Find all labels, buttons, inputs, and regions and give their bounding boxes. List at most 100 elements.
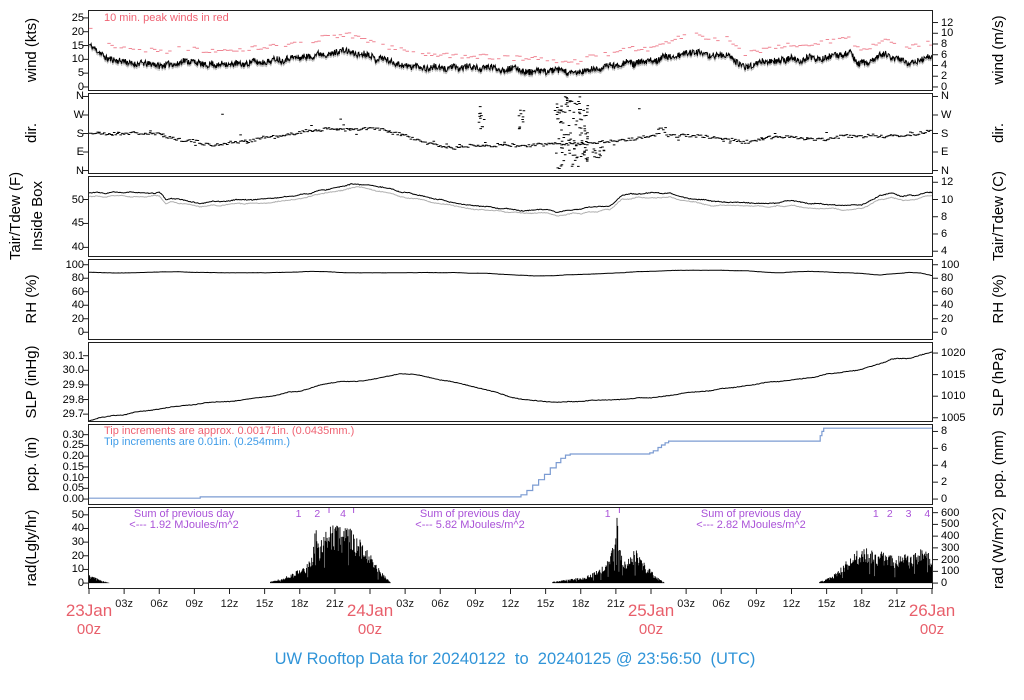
rad-event-marker: 1 [872,508,879,520]
hour-label: 06z [150,598,169,610]
radiation-right-axis-label: rad (W/m^2) [990,506,1007,590]
left-tick-label: 0.30 [62,428,84,441]
tair-line [89,183,932,213]
right-tick-label: 4 [941,459,948,472]
right-tick-label: 6 [941,442,948,455]
left-tick-label: 40 [71,299,84,312]
right-tick-label: 0 [941,326,948,339]
peak-wind-note: 10 min. peak winds in red [104,12,229,24]
left-tick-label: 29.7 [62,408,84,421]
right-tick-label: 1020 [941,347,966,360]
right-tick-label: 400 [941,530,960,543]
hour-label: 06z [712,598,731,610]
left-tick-label: 50 [71,508,84,521]
rad-event-marker: 1 [295,508,302,520]
left-tick-label: 20 [71,25,84,38]
left-tick-label: 60 [71,285,84,298]
right-tick-label: 300 [941,541,960,554]
right-tick-label: N [941,90,949,103]
right-tick-label: 12 [941,176,954,189]
rad-event-marker: 4 [340,508,346,520]
right-tick-label: 4 [941,245,948,258]
right-tick-label: 12 [941,16,954,29]
right-tick-label: 8 [941,38,948,50]
right-tick-label: 6 [941,227,948,240]
right-tick-label: 20 [941,312,954,325]
wind-peak-dashes [89,27,932,65]
right-tick-label: W [941,108,952,121]
hour-label: 09z [466,598,485,610]
right-tick-label: 10 [941,193,954,206]
right-tick-label: E [941,146,949,159]
right-tick-label: 1005 [941,411,966,424]
left-tick-label: 45 [71,217,84,230]
right-tick-label: 40 [941,299,954,312]
left-tick-label: 0.05 [62,482,84,495]
hour-label: 21z [326,598,344,610]
right-tick-label: 80 [941,272,954,285]
hour-label: 18z [571,598,590,610]
rad-sum-day1-line1: Sum of previous day [133,508,235,520]
wind-direction-plot [89,96,932,169]
wind-direction-dashes [89,96,932,169]
hour-label: 12z [220,598,239,610]
right-tick-label: S [941,127,949,140]
left-tick-label: 0 [77,80,84,93]
right-tick-label: 60 [941,285,954,298]
left-tick-label: W [73,108,84,121]
left-tick-label: 0 [77,326,84,339]
hour-label: 03z [677,598,695,610]
precipitation-plot [89,427,932,499]
rad-sum-day1-line2: <--- 1.92 MJoules/m^2 [129,519,239,531]
precip-accum-line [89,427,932,499]
rh-line [89,269,932,277]
left-tick-label: 30 [71,536,84,549]
left-tick-label: 0.10 [62,471,84,484]
right-tick-label: 2 [941,476,948,489]
day-label: 23Jan [65,601,113,620]
right-tick-label: 6 [941,48,948,61]
left-tick-label: N [76,164,84,177]
rad-sum-day2-line2: <--- 5.82 MJoules/m^2 [415,519,525,531]
left-tick-label: 0.20 [62,450,84,463]
panel-wind [88,10,933,91]
hour-label: 21z [888,598,906,610]
right-tick-label: 200 [941,553,960,566]
wind-plot [89,27,932,79]
figure-title: UW Rooftop Data for 20240122 to 20240125… [274,650,756,668]
day-zero-z-label: 00z [638,621,664,638]
left-tick-label: 0.00 [62,493,84,506]
left-tick-label: 10 [71,53,84,66]
right-tick-label: 0 [941,80,948,93]
left-tick-label: 20 [71,312,84,325]
left-tick-label: 20 [71,549,84,562]
left-tick-label: 29.9 [62,378,84,391]
right-tick-label: 100 [941,565,960,578]
hour-label: 06z [431,598,450,610]
left-tick-label: 0 [77,577,84,590]
wind-avg-shadow [89,44,932,79]
left-tick-label: 30.0 [62,364,84,377]
temperature-plot [89,183,932,217]
panel-pressure [88,342,933,422]
day-zero-z-label: 00z [76,621,102,638]
hour-label: 21z [607,598,625,610]
left-tick-label: 5 [77,67,84,80]
left-tick-label: 50 [71,193,84,206]
right-tick-label: 8 [941,425,948,438]
right-tick-label: 100 [941,258,960,271]
right-tick-label: 600 [941,506,960,519]
right-tick-label: 500 [941,518,960,531]
day-label: 25Jan [627,601,675,620]
left-tick-label: N [76,90,84,103]
left-tick-label: 0.25 [62,439,84,452]
panel-humidity [88,259,933,340]
left-tick-label: 100 [65,258,84,271]
left-tick-label: 29.8 [62,393,84,406]
panel-temperature [88,176,933,257]
panel-radiation [88,507,933,589]
rad-event-marker: 2 [314,508,321,520]
rad-sum-day3-line1: Sum of previous day [700,508,802,520]
slp-line [89,351,932,421]
